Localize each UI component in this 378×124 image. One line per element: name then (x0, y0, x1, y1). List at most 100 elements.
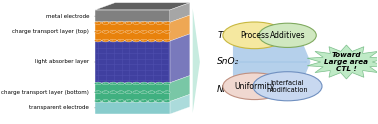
Circle shape (118, 22, 124, 24)
Circle shape (96, 31, 98, 32)
Circle shape (125, 82, 132, 85)
Circle shape (148, 100, 155, 102)
FancyBboxPatch shape (95, 41, 170, 83)
Circle shape (141, 100, 147, 102)
Text: TiO₂: TiO₂ (217, 31, 236, 40)
Polygon shape (170, 76, 190, 102)
Circle shape (112, 40, 113, 41)
Circle shape (141, 39, 147, 42)
Circle shape (94, 39, 101, 42)
Circle shape (223, 22, 286, 49)
Circle shape (102, 39, 109, 42)
Polygon shape (170, 34, 190, 83)
Circle shape (150, 22, 152, 23)
Text: NiOₓ: NiOₓ (217, 85, 237, 94)
Circle shape (148, 30, 155, 33)
FancyBboxPatch shape (95, 102, 170, 114)
FancyBboxPatch shape (95, 102, 170, 114)
Text: Toward
Large area
CTL !: Toward Large area CTL ! (324, 52, 369, 72)
Text: Process: Process (240, 31, 269, 40)
Circle shape (94, 82, 101, 85)
Circle shape (141, 30, 147, 33)
Circle shape (133, 91, 139, 94)
Polygon shape (170, 3, 190, 22)
Circle shape (150, 40, 152, 41)
Circle shape (158, 22, 159, 23)
Circle shape (104, 31, 105, 32)
Polygon shape (170, 94, 190, 114)
Circle shape (135, 40, 136, 41)
Circle shape (135, 31, 136, 32)
Circle shape (165, 31, 167, 32)
Text: metal electrode: metal electrode (46, 14, 95, 19)
Circle shape (223, 73, 286, 100)
Circle shape (110, 22, 116, 24)
Circle shape (148, 82, 155, 85)
Circle shape (156, 91, 163, 94)
Circle shape (259, 23, 316, 47)
Circle shape (135, 22, 136, 23)
Circle shape (142, 31, 144, 32)
Circle shape (94, 100, 101, 102)
Circle shape (125, 91, 132, 94)
Circle shape (158, 31, 159, 32)
Circle shape (102, 91, 109, 94)
Circle shape (150, 100, 152, 101)
Circle shape (112, 100, 113, 101)
Circle shape (158, 100, 159, 101)
Circle shape (164, 39, 170, 42)
Circle shape (133, 22, 139, 24)
Circle shape (96, 40, 98, 41)
Circle shape (118, 91, 124, 94)
Polygon shape (307, 45, 378, 79)
Circle shape (127, 22, 129, 23)
Circle shape (148, 91, 155, 94)
Circle shape (102, 22, 109, 24)
Circle shape (94, 30, 101, 33)
Circle shape (253, 72, 322, 101)
Text: charge transport layer (top): charge transport layer (top) (12, 29, 95, 34)
Circle shape (119, 22, 121, 23)
Circle shape (164, 91, 170, 94)
Circle shape (141, 82, 147, 85)
Text: Additives: Additives (270, 31, 305, 40)
Circle shape (112, 22, 113, 23)
Circle shape (125, 22, 132, 24)
Text: charge transport layer (bottom): charge transport layer (bottom) (2, 90, 95, 95)
Circle shape (148, 39, 155, 42)
Circle shape (156, 82, 163, 85)
Circle shape (141, 22, 147, 24)
Polygon shape (193, 9, 200, 113)
Circle shape (118, 82, 124, 85)
Polygon shape (233, 34, 310, 90)
Circle shape (119, 31, 121, 32)
Circle shape (110, 82, 116, 85)
Circle shape (148, 22, 155, 24)
Text: Interfacial
modification: Interfacial modification (267, 80, 308, 93)
Circle shape (110, 39, 116, 42)
Circle shape (156, 39, 163, 42)
Circle shape (96, 22, 98, 23)
Text: transparent electrode: transparent electrode (29, 105, 95, 110)
Circle shape (104, 100, 105, 101)
Circle shape (104, 40, 105, 41)
Circle shape (110, 100, 116, 102)
Circle shape (164, 82, 170, 85)
Text: Uniformity: Uniformity (234, 82, 275, 91)
Circle shape (127, 40, 129, 41)
Circle shape (125, 39, 132, 42)
Circle shape (102, 100, 109, 102)
Circle shape (133, 82, 139, 85)
FancyBboxPatch shape (95, 10, 170, 22)
Circle shape (133, 39, 139, 42)
Circle shape (112, 31, 113, 32)
Circle shape (104, 22, 105, 23)
Circle shape (127, 100, 129, 101)
Circle shape (133, 100, 139, 102)
Polygon shape (170, 15, 190, 41)
Circle shape (156, 22, 163, 24)
Circle shape (158, 40, 159, 41)
Circle shape (127, 31, 129, 32)
Circle shape (118, 39, 124, 42)
Circle shape (118, 100, 124, 102)
